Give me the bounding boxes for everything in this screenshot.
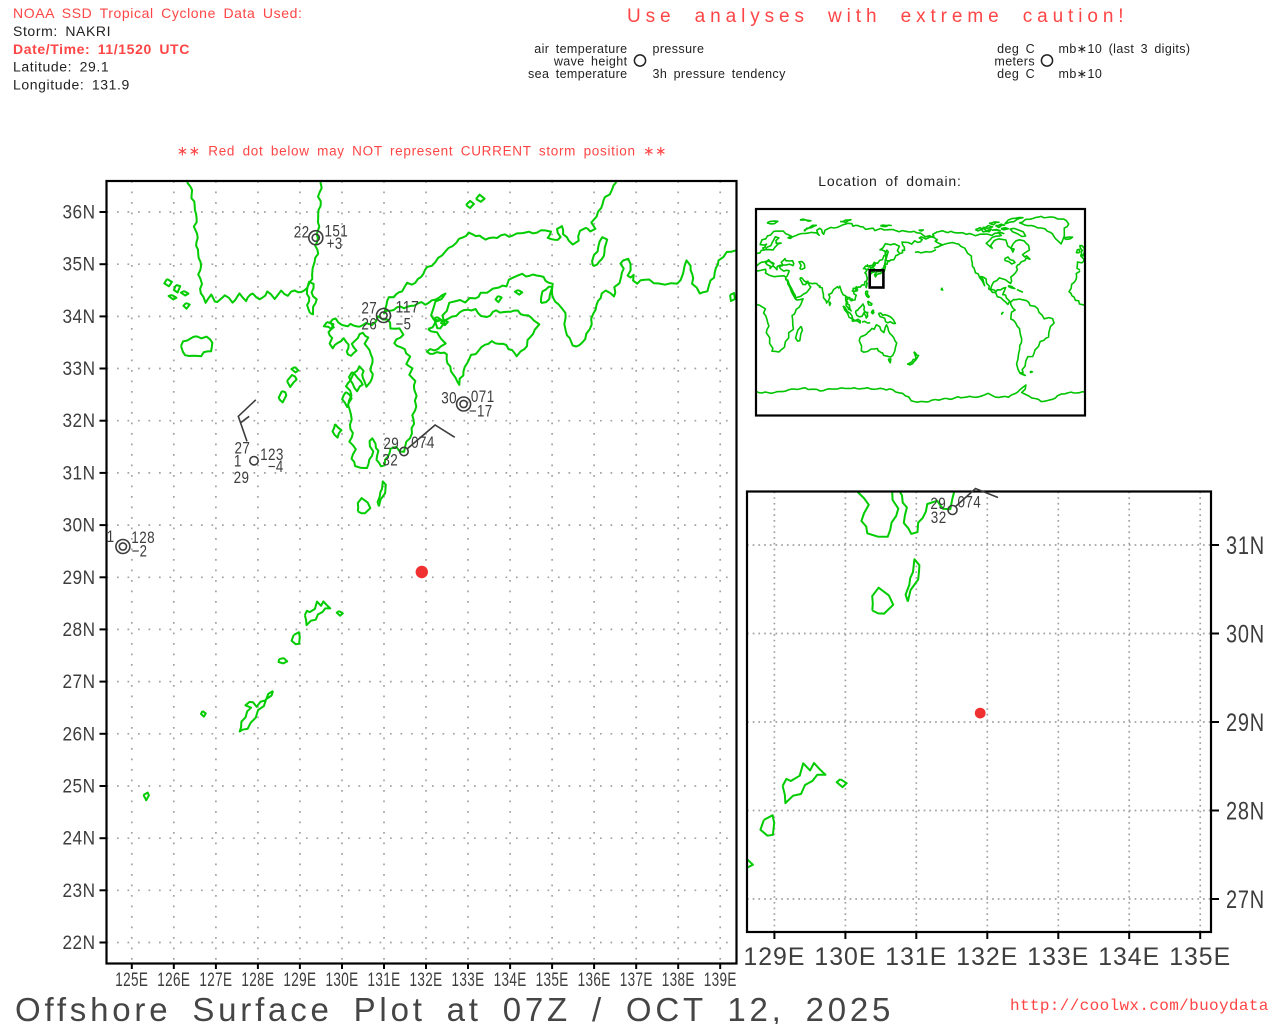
- svg-text:meters: meters: [994, 55, 1035, 69]
- svg-text:134E: 134E: [1098, 943, 1160, 971]
- svg-text:mb∗10: mb∗10: [1059, 67, 1103, 81]
- svg-text:135E: 135E: [1169, 943, 1231, 971]
- svg-text:−17: −17: [469, 403, 493, 421]
- svg-text:34N: 34N: [63, 307, 96, 328]
- svg-text:129E: 129E: [743, 943, 805, 971]
- svg-text:1: 1: [234, 453, 242, 471]
- svg-text:23N: 23N: [63, 881, 96, 902]
- svg-text:27: 27: [235, 439, 251, 457]
- svg-text:28N: 28N: [63, 620, 96, 641]
- svg-text:NOAA SSD Tropical Cyclone Data: NOAA SSD Tropical Cyclone Data Used:: [13, 5, 302, 21]
- svg-text:28N: 28N: [1226, 798, 1265, 826]
- svg-text:3h pressure tendency: 3h pressure tendency: [653, 67, 787, 81]
- svg-text:139E: 139E: [704, 970, 737, 991]
- svg-text:26: 26: [361, 316, 377, 334]
- svg-text:074: 074: [411, 434, 435, 452]
- svg-text:sea temperature: sea temperature: [528, 67, 628, 81]
- svg-text:117: 117: [396, 299, 420, 317]
- svg-text:24N: 24N: [63, 829, 96, 850]
- svg-text:−4: −4: [268, 458, 284, 476]
- svg-text:25N: 25N: [63, 777, 96, 798]
- svg-text:22N: 22N: [63, 933, 96, 954]
- svg-text:22: 22: [294, 224, 310, 242]
- svg-text:36N: 36N: [63, 203, 96, 224]
- svg-text:29: 29: [930, 495, 946, 513]
- svg-text:137E: 137E: [620, 970, 653, 991]
- svg-text:27N: 27N: [1226, 886, 1265, 914]
- svg-text:−5: −5: [396, 316, 412, 334]
- svg-text:130E: 130E: [326, 970, 359, 991]
- svg-text:29N: 29N: [63, 568, 96, 589]
- svg-text:134E: 134E: [494, 970, 527, 991]
- svg-text:133E: 133E: [452, 970, 485, 991]
- svg-text:27N: 27N: [63, 672, 96, 693]
- svg-text:31N: 31N: [63, 463, 96, 484]
- svg-text:074: 074: [958, 494, 982, 512]
- svg-text:deg C: deg C: [997, 67, 1035, 81]
- svg-text:1: 1: [107, 528, 115, 546]
- svg-text:27: 27: [361, 300, 377, 318]
- svg-text:31N: 31N: [1226, 532, 1265, 560]
- svg-text:Storm: NAKRI: Storm: NAKRI: [13, 23, 111, 39]
- svg-text:Offshore Surface Plot at 07Z /: Offshore Surface Plot at 07Z / OCT 12, 2…: [15, 991, 894, 1024]
- svg-text:pressure: pressure: [653, 42, 705, 56]
- svg-text:32: 32: [931, 509, 947, 527]
- svg-text:136E: 136E: [578, 970, 611, 991]
- svg-text:air temperature: air temperature: [534, 42, 627, 56]
- svg-text:−2: −2: [132, 542, 148, 560]
- svg-text:mb∗10 (last 3 digits): mb∗10 (last 3 digits): [1059, 42, 1191, 56]
- svg-text:128E: 128E: [241, 970, 274, 991]
- svg-text:Longitude: 131.9: Longitude: 131.9: [13, 77, 130, 93]
- svg-text:Latitude: 29.1: Latitude: 29.1: [13, 59, 109, 75]
- svg-text:32N: 32N: [63, 411, 96, 432]
- svg-text:35N: 35N: [63, 255, 96, 276]
- svg-text:29N: 29N: [1226, 709, 1265, 737]
- svg-text:30N: 30N: [63, 516, 96, 537]
- svg-text:http://coolwx.com/buoydata: http://coolwx.com/buoydata: [1010, 997, 1269, 1015]
- svg-text:+3: +3: [327, 235, 343, 253]
- svg-text:126E: 126E: [157, 970, 190, 991]
- svg-text:132E: 132E: [956, 943, 1018, 971]
- svg-text:deg C: deg C: [997, 42, 1035, 56]
- svg-text:125E: 125E: [115, 970, 148, 991]
- svg-text:133E: 133E: [1027, 943, 1089, 971]
- svg-text:Use analyses with extreme caut: Use analyses with extreme caution!: [627, 6, 1128, 27]
- svg-text:29: 29: [383, 435, 399, 453]
- svg-text:135E: 135E: [536, 970, 569, 991]
- svg-text:26N: 26N: [63, 724, 96, 745]
- svg-text:130E: 130E: [814, 943, 876, 971]
- svg-text:071: 071: [471, 388, 495, 406]
- svg-text:131E: 131E: [885, 943, 947, 971]
- svg-text:129E: 129E: [283, 970, 316, 991]
- svg-text:151: 151: [325, 223, 349, 241]
- svg-text:127E: 127E: [199, 970, 232, 991]
- svg-text:33N: 33N: [63, 359, 96, 380]
- svg-text:131E: 131E: [368, 970, 401, 991]
- svg-text:∗∗ Red dot below may NOT repre: ∗∗ Red dot below may NOT represent CURRE…: [177, 144, 667, 159]
- svg-text:30N: 30N: [1226, 621, 1265, 649]
- svg-text:Location of domain:: Location of domain:: [818, 173, 961, 189]
- svg-text:30: 30: [441, 390, 457, 408]
- svg-text:138E: 138E: [662, 970, 695, 991]
- svg-text:123: 123: [260, 446, 284, 464]
- svg-text:29: 29: [234, 469, 250, 487]
- svg-text:132E: 132E: [410, 970, 443, 991]
- svg-text:wave height: wave height: [553, 55, 628, 69]
- svg-text:128: 128: [131, 529, 155, 547]
- svg-text:Date/Time: 11/1520 UTC: Date/Time: 11/1520 UTC: [13, 41, 190, 57]
- svg-text:32: 32: [382, 452, 398, 470]
